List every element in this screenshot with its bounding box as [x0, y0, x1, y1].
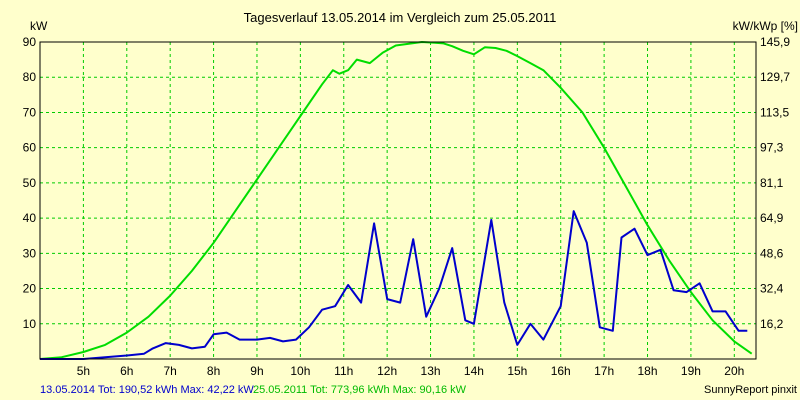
y-tick-label-left: 50 [23, 176, 37, 190]
y-tick-label-left: 80 [23, 70, 37, 84]
x-tick-label: 9h [250, 364, 263, 378]
y-tick-label-right: 64,9 [760, 211, 784, 225]
tick-labels: 5h 6h 7h 8h 9h 10h 11h 12h 13h 14h 15h 16h 17h 18h 19h… [23, 35, 791, 378]
plot-border [39, 41, 757, 360]
y-tick-label-left: 90 [23, 35, 37, 49]
grid [40, 41, 756, 359]
y-tick-label-left: 10 [23, 317, 37, 331]
x-tick-label: 20h [724, 364, 744, 378]
y-tick-label-left: 60 [23, 141, 37, 155]
x-tick-label: 18h [637, 364, 657, 378]
x-tick-label: 14h [464, 364, 484, 378]
x-tick-label: 19h [681, 364, 701, 378]
right-axis-unit: kW/kWp [%] [733, 19, 798, 33]
x-tick-label: 5h [77, 364, 90, 378]
y-tick-label-right: 32,4 [760, 282, 784, 296]
series-layer [39, 41, 753, 360]
legend-2014: 13.05.2014 Tot: 190,52 kWh Max: 42,22 kW [40, 384, 254, 396]
series-2011-line [39, 41, 753, 360]
y-tick-label-right: 113,5 [760, 105, 789, 119]
y-tick-label-right: 16,2 [760, 317, 784, 331]
y-tick-label-left: 20 [23, 282, 37, 296]
x-tick-label: 8h [207, 364, 220, 378]
y-tick-label-right: 129,7 [760, 70, 790, 84]
left-axis-unit: kW [30, 19, 48, 33]
x-tick-label: 6h [120, 364, 133, 378]
x-tick-label: 16h [551, 364, 571, 378]
legend-2011: 25.05.2011 Tot: 773,96 kWh Max: 90,16 kW [253, 384, 467, 396]
chart-title: Tagesverlauf 13.05.2014 im Vergleich zum… [244, 10, 557, 25]
y-tick-label-left: 40 [23, 211, 37, 225]
y-tick-label-left: 30 [23, 246, 37, 260]
x-tick-label: 7h [164, 364, 177, 378]
y-tick-label-right: 145,9 [760, 35, 790, 49]
x-tick-label: 13h [421, 364, 441, 378]
y-tick-label-right: 97,3 [760, 141, 784, 155]
x-tick-label: 15h [507, 364, 527, 378]
series-2014-line [40, 210, 748, 360]
x-tick-label: 17h [594, 364, 614, 378]
x-tick-label: 12h [377, 364, 397, 378]
y-tick-label-right: 48,6 [760, 246, 784, 260]
x-tick-label: 11h [334, 364, 353, 378]
plot-frame [39, 41, 757, 360]
x-tick-label: 10h [290, 364, 310, 378]
y-tick-label-right: 81,1 [760, 176, 784, 190]
y-tick-label-left: 70 [23, 105, 37, 119]
credit-label: SunnyReport pinxit [704, 384, 797, 396]
